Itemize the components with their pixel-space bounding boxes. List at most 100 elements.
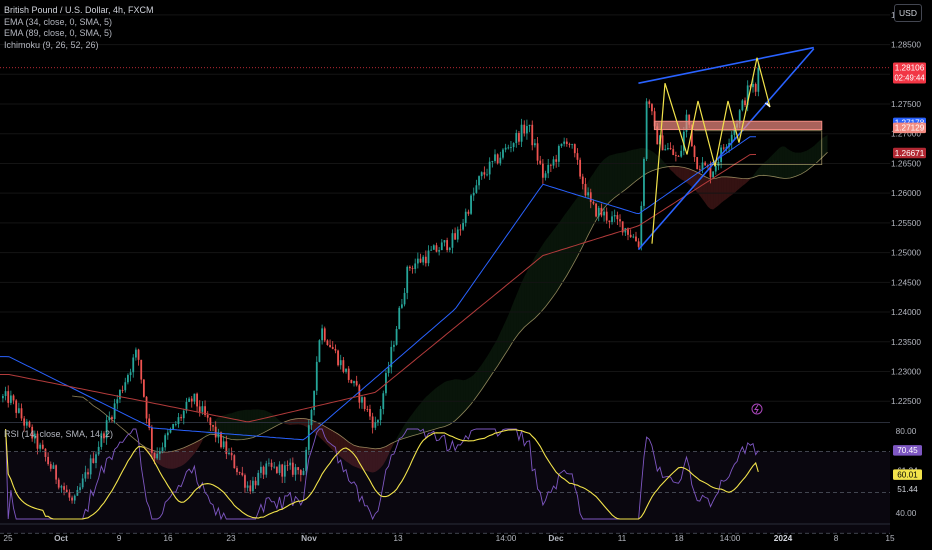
cloud-segment <box>423 397 426 433</box>
cloud-segment <box>189 444 192 460</box>
cloud-segment <box>508 308 511 350</box>
zigzag-projection[interactable] <box>651 57 771 244</box>
trendline-drawings[interactable] <box>637 46 823 415</box>
cloud-segment <box>518 282 522 334</box>
candle-body <box>584 183 587 196</box>
candle-body <box>696 157 699 170</box>
cloud-segment <box>524 271 527 328</box>
cloud-segment <box>755 168 759 177</box>
cloud-segment <box>505 315 509 354</box>
candle-body <box>252 480 254 492</box>
candle-body <box>464 211 467 223</box>
support-zone[interactable] <box>653 120 823 131</box>
candle-body <box>7 391 10 403</box>
candle-body <box>440 242 443 251</box>
ema34-legend[interactable]: EMA (34, close, 0, SMA, 5) <box>4 16 113 27</box>
cloud-segment <box>816 140 820 163</box>
price-tick-label: 1.22500 <box>891 396 921 406</box>
candle-body <box>198 406 201 412</box>
currency-button[interactable]: USD <box>894 4 922 22</box>
projection-box[interactable] <box>694 130 823 166</box>
rsi-legend[interactable]: RSI (14, close, SMA, 14, 2) <box>4 429 114 439</box>
candle-body <box>544 173 547 178</box>
cloud-segment <box>550 229 554 300</box>
candle-body <box>318 340 321 362</box>
candle-body <box>321 328 323 341</box>
cloud-segment <box>564 211 567 280</box>
candle-body <box>214 426 217 438</box>
candle-body <box>749 85 752 88</box>
candle-body <box>730 134 733 144</box>
candle-body <box>470 195 472 214</box>
candle-body <box>278 464 281 473</box>
cloud-segment <box>620 152 623 194</box>
candle-body <box>150 427 153 453</box>
candle-body <box>25 421 28 426</box>
candle-body <box>294 467 297 475</box>
wedge-lower-line[interactable] <box>637 48 815 251</box>
cloud-segment <box>614 153 618 198</box>
candle-body <box>608 220 611 222</box>
candle-body <box>260 466 262 473</box>
lightning-icon[interactable] <box>751 403 763 415</box>
cloud-segment <box>702 174 706 203</box>
candle-body <box>236 468 238 473</box>
cloud-segment <box>510 301 514 345</box>
candle-body <box>358 385 361 403</box>
candle-body <box>475 185 478 193</box>
cloud-segment <box>691 169 695 190</box>
cloud-segment <box>404 420 408 439</box>
candle-body <box>547 164 550 174</box>
rsi-label-text: 70.45 <box>897 446 918 455</box>
candle-body <box>291 462 294 475</box>
cloud-segment <box>540 244 543 313</box>
cloud-segment <box>441 382 445 428</box>
price-label-text: 1.28106 <box>895 63 925 72</box>
candle-body <box>273 466 276 468</box>
cloud-segment <box>481 360 485 390</box>
candle-body <box>17 408 20 413</box>
cloud-segment <box>165 451 168 469</box>
candle-body <box>454 233 456 240</box>
candle-body <box>520 124 523 142</box>
candle-body <box>486 174 488 176</box>
candle-body <box>374 422 377 428</box>
wedge-upper-line[interactable] <box>638 46 814 84</box>
ema89-legend[interactable]: EMA (89, close, 0, SMA, 5) <box>4 28 113 38</box>
candle-body <box>560 143 563 147</box>
cloud-segment <box>654 153 658 171</box>
time-tick-label: 16 <box>163 533 173 543</box>
rsi-tick-label: 80.00 <box>896 426 917 436</box>
cloud-segment <box>457 379 461 419</box>
candle-body <box>645 101 648 159</box>
cloud-segment <box>447 380 450 426</box>
cloud-segment <box>388 443 392 455</box>
price-label-box <box>893 122 926 134</box>
ema34-line <box>0 136 756 441</box>
symbol-title[interactable]: British Pound / U.S. Dollar, 4h, FXCM <box>4 5 154 15</box>
ichimoku-legend[interactable]: Ichimoku (9, 26, 52, 26) <box>4 39 99 50</box>
cloud-segment <box>385 445 389 460</box>
candle-body <box>20 408 23 419</box>
candle-body <box>467 211 470 214</box>
candle-body <box>363 397 366 410</box>
candle-body <box>129 372 132 376</box>
candle-body <box>688 114 691 125</box>
candle-body <box>579 159 582 177</box>
cloud-segment <box>183 446 187 465</box>
cloud-segment <box>665 163 668 168</box>
cloud-segment <box>473 371 477 401</box>
cloud-segment <box>178 448 182 468</box>
arrow-head-icon[interactable] <box>764 102 771 108</box>
cloud-segment <box>263 409 267 433</box>
candle-body <box>752 83 754 88</box>
candle-body <box>172 424 175 430</box>
cloud-segment <box>782 146 785 179</box>
candle-body <box>406 266 409 293</box>
candle-body <box>268 462 270 464</box>
price-label-box <box>893 147 926 159</box>
candle-body <box>39 444 42 449</box>
cloud-segment <box>502 321 506 358</box>
candle-body <box>443 240 446 243</box>
